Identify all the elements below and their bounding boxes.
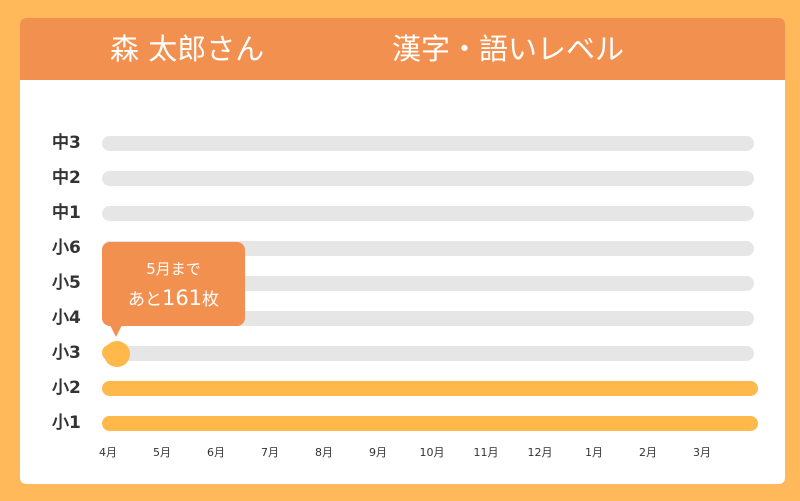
subject-title: 漢字・語いレベル (392, 32, 625, 66)
month-label: 3月 (693, 446, 711, 459)
unit-label: 枚 (202, 290, 220, 310)
month-label: 8月 (315, 446, 333, 459)
bubble-tail (109, 323, 123, 337)
level-track-sho1 (102, 416, 758, 431)
month-label: 11月 (473, 446, 499, 459)
level-track-sho5 (102, 276, 754, 291)
month-label: 4月 (99, 446, 117, 459)
student-name: 森 太郎さん (110, 32, 265, 66)
level-track-sho6 (102, 241, 754, 256)
month-label: 7月 (261, 446, 279, 459)
level-label-sho1: 小1 (52, 413, 81, 433)
level-label-chu2: 中2 (52, 168, 81, 188)
level-track-sho2 (102, 381, 758, 396)
level-track-chu2 (102, 171, 754, 186)
level-label-sho5: 小5 (52, 273, 81, 293)
level-label-chu3: 中3 (52, 133, 81, 153)
level-label-sho3: 小3 (52, 343, 81, 363)
level-label-sho2: 小2 (52, 378, 81, 398)
month-label: 5月 (153, 446, 171, 459)
level-track-sho3 (102, 346, 754, 361)
card-header: 森 太郎さん 漢字・語いレベル (20, 18, 785, 80)
month-label: 1月 (585, 446, 603, 459)
level-label-sho4: 小4 (52, 308, 81, 328)
level-track-chu1 (102, 206, 754, 221)
level-label-chu1: 中1 (52, 203, 81, 223)
bubble-remaining: あと161枚 (102, 285, 245, 313)
month-label: 10月 (419, 446, 445, 459)
bubble-deadline: 5月まで (146, 260, 201, 278)
remaining-bubble: 5月まで あと161枚 (102, 242, 245, 326)
current-progress-dot (104, 341, 130, 367)
bubble-prefix: あと (127, 290, 162, 310)
level-label-sho6: 小6 (52, 238, 81, 258)
remaining-count: 161 (161, 286, 203, 310)
level-track-sho4 (102, 311, 754, 326)
level-track-chu3 (102, 136, 754, 151)
month-label: 2月 (639, 446, 657, 459)
month-label: 6月 (207, 446, 225, 459)
month-label: 12月 (527, 446, 553, 459)
month-label: 9月 (369, 446, 387, 459)
